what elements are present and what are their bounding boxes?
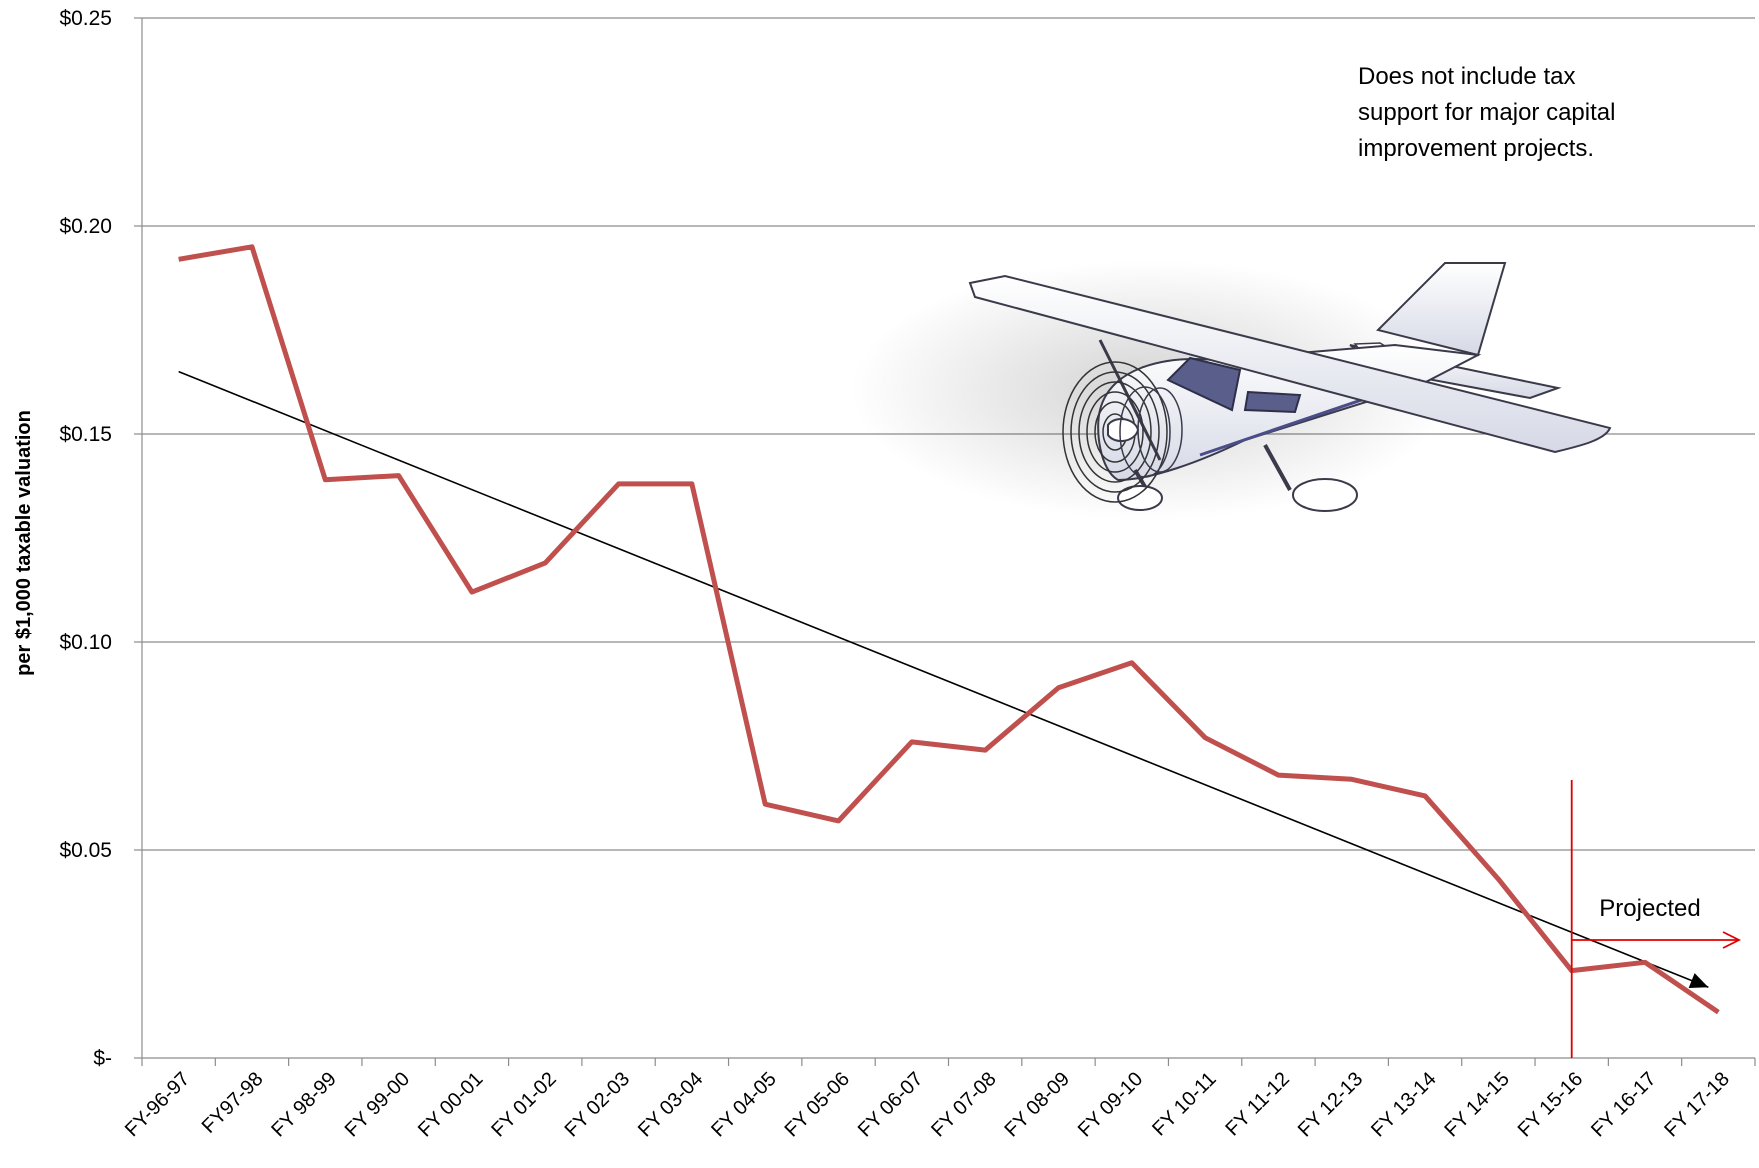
x-tick-label: FY 98-99 [267,1068,340,1141]
x-tick-label: FY 06-07 [854,1068,927,1141]
trendline-arrowhead [1688,973,1709,988]
x-tick-label: FY 15-16 [1514,1068,1587,1141]
trendline-line [178,370,1709,989]
series-line [178,244,1720,1015]
projected-label: Projected [1599,895,1700,922]
x-tick-label: FY 17-18 [1660,1068,1733,1141]
projection-arrowhead [1722,931,1742,949]
x-tick-label: FY 05-06 [781,1068,854,1141]
y-tick-label: $0.10 [59,631,112,654]
annotation-line: Does not include tax [1358,63,1575,90]
x-tick-label: FY 02-03 [561,1068,634,1141]
x-tick-label: FY 99-00 [341,1068,414,1141]
x-tick-label: FY 12-13 [1294,1068,1367,1141]
y-tick-label: $0.25 [59,7,112,30]
y-tick-label: $0.15 [59,423,112,446]
x-tick-label: FY 16-17 [1587,1068,1660,1141]
x-tick-label: FY 10-11 [1148,1068,1220,1140]
x-tick-label: FY 03-04 [634,1068,707,1141]
annotation-note: Does not include tax support for major c… [1358,63,1622,162]
x-tick-label: FY 11-12 [1222,1068,1294,1140]
x-tick-label: FY97-98 [198,1068,268,1138]
projection-marker [1570,780,1742,1058]
annotation-line: support for major capital [1358,99,1615,126]
y-tick-label: $0.05 [59,839,112,862]
x-tick-label: FY-96-97 [121,1068,194,1141]
x-tick-label: FY 14-15 [1440,1068,1513,1141]
x-tick-label: FY 08-09 [1001,1068,1074,1141]
x-tick-label: FY 07-08 [927,1068,1000,1141]
trendline [178,370,1709,989]
x-tick-label: FY 00-01 [414,1068,487,1141]
x-tick-label: FY 13-14 [1367,1068,1440,1141]
y-axis-label: per $1,000 taxable valuation [13,410,35,676]
annotation-line: improvement projects. [1358,135,1594,162]
y-tick-label: $- [93,1047,112,1070]
x-tick-label: FY 04-05 [707,1068,780,1141]
x-axis: FY-96-97 FY97-98 FY 98-99 FY 99-00 FY 00-01 F… [121,1057,1756,1141]
y-tick-label: $0.20 [59,215,112,238]
x-tick-label: FY 01-02 [487,1068,560,1141]
x-tick-label: FY 09-10 [1074,1068,1147,1141]
airplane-illustration [850,260,1612,520]
y-axis: $- $0.05 $0.10 $0.15 $0.20 $0.25 [59,7,143,1070]
